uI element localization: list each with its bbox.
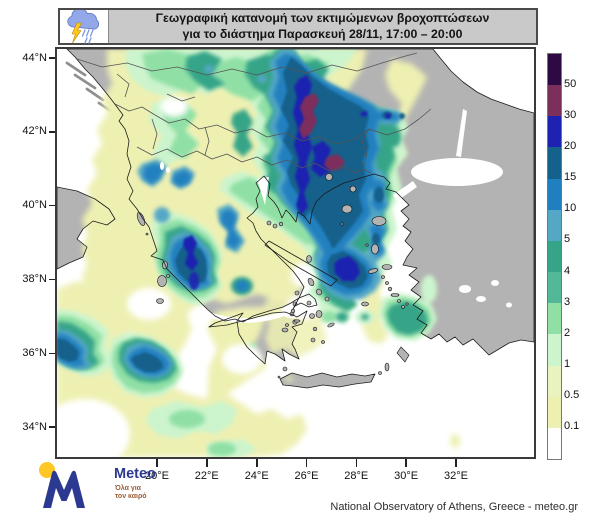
x-axis-tick [206, 459, 208, 467]
colorbar-label: 0.5 [564, 389, 580, 402]
x-axis-tick [405, 459, 407, 467]
lightning-bolt-icon [71, 22, 83, 43]
x-axis-label: 20°E [145, 470, 169, 482]
logo-tagline-line1: Όλα για [115, 485, 141, 492]
colorbar-segment [548, 178, 561, 210]
colorbar-label: 0.1 [564, 420, 580, 433]
colorbar-label: 4 [564, 264, 571, 277]
y-axis-tick [49, 278, 55, 281]
title-bar: Γεωγραφική κατανομή των εκτιμώμενων βροχ… [58, 8, 538, 45]
colorbar-segment [548, 209, 561, 241]
x-axis-label: 22°E [194, 470, 219, 482]
x-axis-tick [156, 459, 158, 467]
inland-waters [160, 109, 512, 324]
y-axis-tick [49, 131, 55, 133]
title-text-box: Γεωγραφική κατανομή των εκτιμώμενων βροχ… [109, 10, 536, 43]
colorbar-segment [548, 147, 561, 179]
x-axis-tick [256, 459, 258, 467]
colorbar [547, 53, 562, 460]
y-axis-label: 34°N [22, 420, 47, 433]
x-axis-label: 28°E [344, 470, 369, 482]
y-axis-tick [49, 204, 55, 207]
x-axis-label: 30°E [394, 470, 419, 482]
colorbar-segment [548, 365, 561, 397]
colorbar-segment [548, 116, 561, 148]
colorbar-label: 20 [564, 140, 577, 152]
colorbar-label: 2 [564, 326, 571, 339]
colorbar-segment [548, 240, 561, 273]
logo-m-icon [43, 470, 85, 508]
y-axis-label: 40°N [22, 199, 47, 212]
y-axis-label: 38°N [22, 272, 47, 285]
colorbar-segment [548, 396, 561, 428]
x-axis-tick [355, 459, 358, 467]
storm-cloud-icon [67, 9, 100, 44]
rain-streaks [81, 28, 94, 44]
colorbar-label: 15 [564, 171, 577, 184]
colorbar-label: 30 [564, 108, 577, 121]
y-axis-tick [49, 352, 55, 354]
islands [136, 173, 410, 379]
x-axis-label: 32°E [444, 470, 468, 482]
colorbar-segment [548, 85, 561, 117]
logo-tagline-line2: τον καιρό [115, 493, 147, 500]
colorbar-segment [548, 54, 561, 86]
attribution: National Observatory of Athens, Greece -… [330, 501, 578, 513]
colorbar-label: 10 [564, 202, 577, 215]
y-axis-tick [49, 57, 55, 59]
x-axis-label: 26°E [294, 470, 319, 482]
colorbar-segment [548, 272, 561, 304]
colorbar-label: 3 [564, 295, 571, 308]
colorbar-segment [548, 303, 561, 335]
x-axis-tick [305, 459, 308, 467]
colorbar-segment [548, 427, 561, 460]
map-frame [55, 47, 536, 459]
country-borders [76, 52, 432, 174]
logo-name: Meteo [114, 466, 156, 482]
colorbar-label: 1 [564, 358, 571, 370]
storm-icon-box [60, 9, 109, 44]
colorbar-label: 5 [564, 233, 571, 246]
y-axis-label: 44°N [22, 51, 47, 64]
logo-tagline: Όλα για τον καιρό [115, 485, 147, 501]
x-axis-tick [455, 459, 457, 467]
map-title-line2: για το διάστημα Παρασκευή 28/11, 17:00 –… [182, 26, 463, 41]
colorbar-label: 50 [564, 77, 577, 90]
meteo-logo [39, 462, 85, 508]
precipitation-map [57, 49, 534, 457]
logo-sun-icon [39, 462, 55, 478]
map-title-line1: Γεωγραφική κατανομή των εκτιμώμενων βροχ… [155, 11, 490, 25]
x-axis-label: 24°E [244, 470, 269, 482]
y-axis-label: 42°N [22, 125, 47, 138]
y-axis-tick [49, 426, 55, 428]
colorbar-segment [548, 334, 561, 366]
y-axis-label: 36°N [22, 346, 47, 359]
